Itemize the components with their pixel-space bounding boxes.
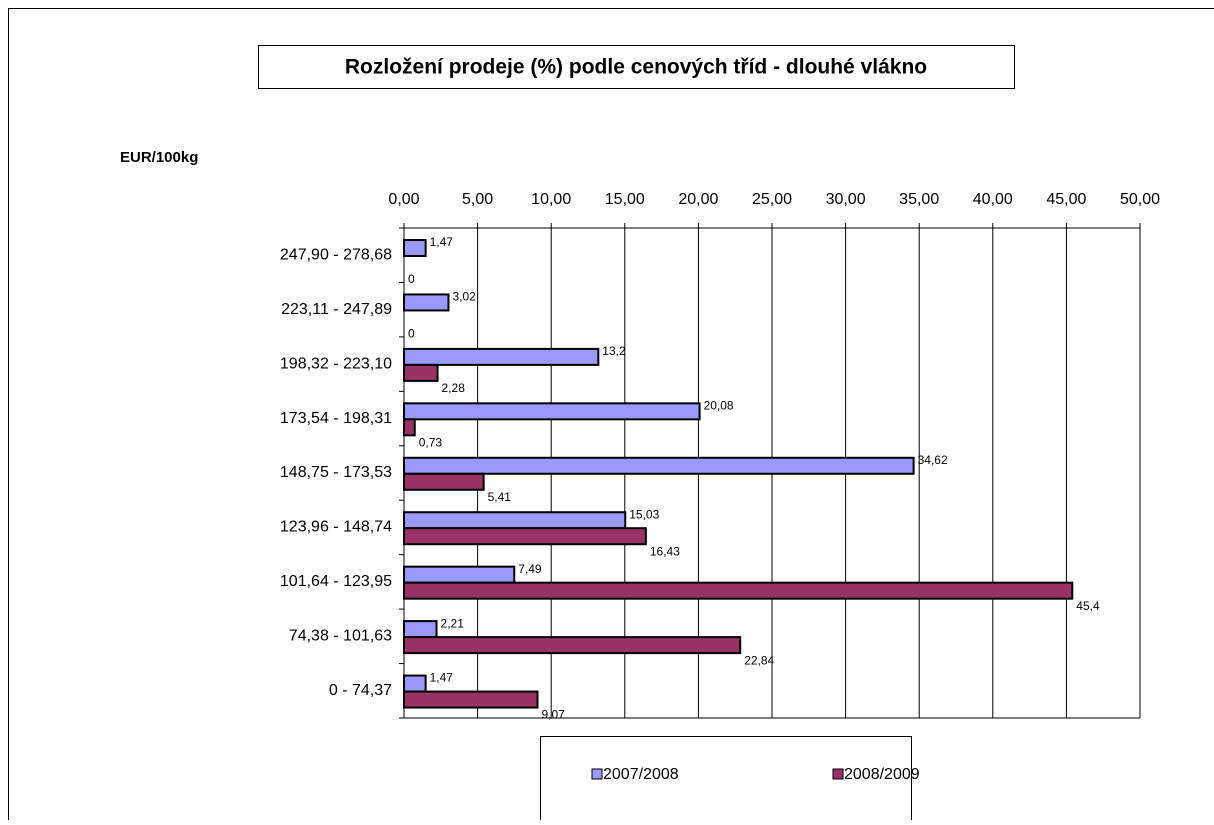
y-tick-label: 0 - 74,37 <box>329 682 392 699</box>
legend-swatch <box>592 769 602 779</box>
x-tick-label: 40,00 <box>973 191 1013 208</box>
value-label: 34,62 <box>918 453 948 467</box>
value-label: 45,4 <box>1076 599 1100 613</box>
y-tick-label: 198,32 - 223,10 <box>280 355 392 372</box>
x-tick-label: 25,00 <box>752 191 792 208</box>
bar <box>404 474 484 490</box>
value-label: 2,28 <box>442 381 466 395</box>
value-label: 0,73 <box>419 436 443 450</box>
bar <box>404 349 598 365</box>
value-label: 5,41 <box>488 490 512 504</box>
x-tick-label: 20,00 <box>678 191 718 208</box>
y-tick-label: 247,90 - 278,68 <box>280 246 392 263</box>
chart-title: Rozložení prodeje (%) podle cenových tří… <box>345 56 927 79</box>
value-label: 7,49 <box>518 562 542 576</box>
y-tick-label: 101,64 - 123,95 <box>280 573 392 590</box>
legend-label: 2007/2008 <box>603 766 679 783</box>
y-axis-label: EUR/100kg <box>120 149 198 166</box>
value-label: 16,43 <box>650 544 680 558</box>
y-tick-label: 123,96 - 148,74 <box>280 519 392 536</box>
bar <box>404 621 437 637</box>
x-tick-label: 35,00 <box>899 191 939 208</box>
y-tick-label: 148,75 - 173,53 <box>280 464 392 481</box>
legend-label: 2008/2009 <box>844 766 920 783</box>
bar <box>404 419 415 435</box>
bar <box>404 692 538 708</box>
bar <box>404 567 514 583</box>
x-tick-label: 0,00 <box>388 191 419 208</box>
x-tick-label: 50,00 <box>1120 191 1160 208</box>
y-tick-label: 173,54 - 198,31 <box>280 410 392 427</box>
bar <box>404 365 438 381</box>
x-tick-label: 15,00 <box>605 191 645 208</box>
bar <box>404 676 426 692</box>
value-label: 15,03 <box>629 507 659 521</box>
value-label: 1,47 <box>430 235 454 249</box>
bar <box>404 583 1072 599</box>
x-tick-label: 10,00 <box>531 191 571 208</box>
bar <box>404 403 700 419</box>
value-label: 22,84 <box>744 653 774 667</box>
value-label: 20,08 <box>704 399 734 413</box>
x-tick-label: 30,00 <box>826 191 866 208</box>
x-tick-label: 5,00 <box>462 191 493 208</box>
bar <box>404 512 625 528</box>
y-tick-label: 223,11 - 247,89 <box>281 301 392 318</box>
bar <box>404 240 426 256</box>
value-label: 0 <box>408 272 415 286</box>
value-label: 0 <box>408 327 415 341</box>
bar <box>404 458 914 474</box>
bar <box>404 528 646 544</box>
y-tick-label: 74,38 - 101,63 <box>289 628 392 645</box>
value-label: 13,2 <box>602 344 626 358</box>
value-label: 1,47 <box>430 671 454 685</box>
bar <box>404 294 448 310</box>
value-label: 2,21 <box>441 616 465 630</box>
value-label: 3,02 <box>452 290 476 304</box>
bar <box>404 637 740 653</box>
legend-swatch <box>833 769 843 779</box>
value-label: 9,07 <box>542 708 566 722</box>
x-tick-label: 45,00 <box>1046 191 1086 208</box>
